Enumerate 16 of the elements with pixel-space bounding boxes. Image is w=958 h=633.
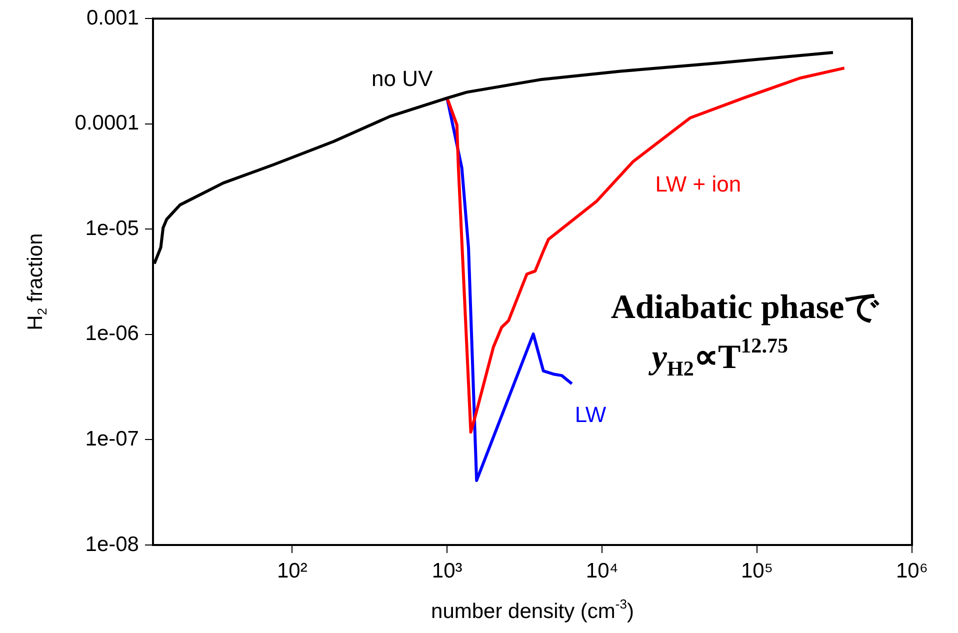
x-tick-label: 10⁵	[740, 559, 774, 582]
series-label: LW + ion	[655, 171, 742, 196]
y-tick-label: 1e-05	[85, 216, 139, 240]
y-axis-title: H2 fraction	[24, 233, 50, 330]
annotation: Adiabatic phaseで	[610, 289, 880, 326]
x-tick-label: 10⁶	[896, 559, 928, 582]
x-tick-label: 10³	[432, 559, 462, 582]
y-tick-label: 0.001	[86, 6, 139, 30]
y-tick-label: 1e-08	[85, 532, 139, 556]
series-label: LW	[574, 402, 606, 427]
y-tick-label: 1e-06	[85, 322, 139, 346]
y-tick-label: 1e-07	[85, 428, 139, 451]
x-tick-label: 10⁴	[586, 559, 618, 582]
y-tick-label: 0.0001	[74, 112, 139, 135]
x-tick-label: 10²	[276, 559, 308, 582]
series-label: no UV	[372, 66, 433, 92]
